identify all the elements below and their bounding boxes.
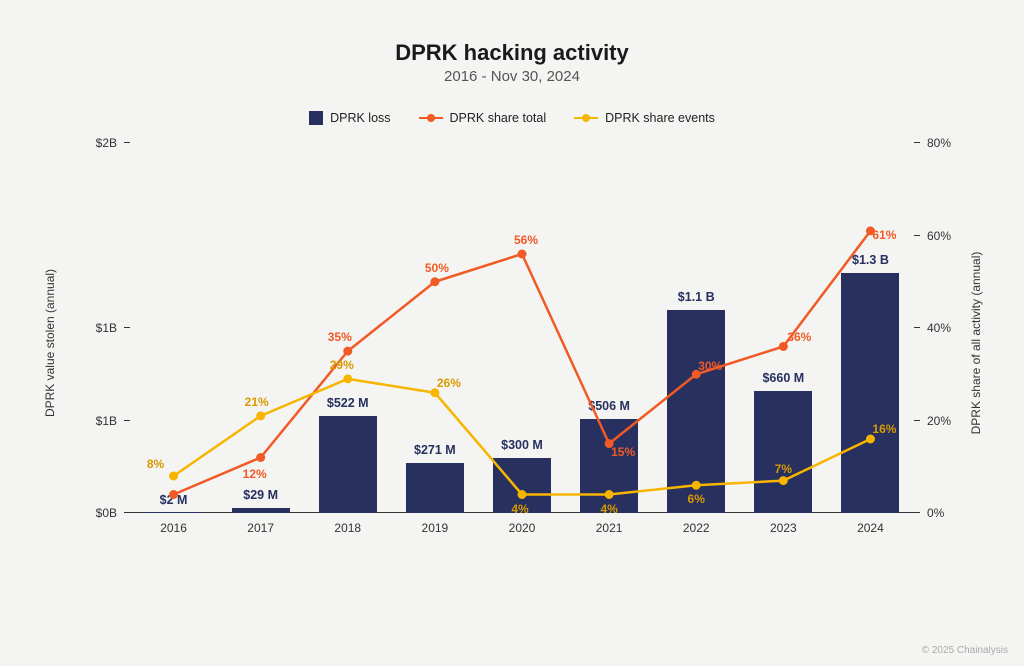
legend-item-share-total: DPRK share total [419, 111, 547, 125]
line-value-label: 16% [872, 422, 896, 436]
line-value-label: 21% [245, 395, 269, 409]
x-tick-label: 2020 [509, 521, 536, 535]
line-swatch-icon [574, 117, 598, 119]
y-axis-left-labels: $0B$1B$1B$2B [40, 143, 125, 513]
line-value-label: 36% [787, 330, 811, 344]
lines-layer [130, 143, 914, 513]
x-tick-label: 2022 [683, 521, 710, 535]
y-tick-label-right: 20% [927, 414, 951, 428]
line-value-label: 35% [328, 330, 352, 344]
line-value-label: 8% [147, 457, 164, 471]
chart-title: DPRK hacking activity [40, 40, 984, 66]
x-tick-label: 2017 [247, 521, 274, 535]
y-tick-label-right: 0% [927, 506, 944, 520]
legend: DPRK loss DPRK share total DPRK share ev… [40, 111, 984, 125]
x-tick-label: 2016 [160, 521, 187, 535]
footer-attribution: © 2025 Chainalysis [922, 645, 1008, 656]
y-tick-label-right: 80% [927, 136, 951, 150]
line-value-label: 6% [688, 492, 705, 506]
x-tick-label: 2019 [422, 521, 449, 535]
x-tick-label: 2023 [770, 521, 797, 535]
line-value-label: 15% [611, 445, 635, 459]
line-swatch-icon [419, 117, 443, 119]
chart-container: DPRK hacking activity 2016 - Nov 30, 202… [40, 40, 984, 626]
y-tick-label-left: $1B [96, 414, 117, 428]
line-value-label: 7% [775, 462, 792, 476]
y-tick-label-right: 60% [927, 229, 951, 243]
line-value-label: 12% [243, 467, 267, 481]
x-tick-label: 2021 [596, 521, 623, 535]
line-value-label: 30% [698, 359, 722, 373]
line-value-label: 4% [511, 502, 528, 516]
y-tick-label-right: 40% [927, 321, 951, 335]
legend-label: DPRK loss [330, 111, 390, 125]
legend-label: DPRK share total [450, 111, 547, 125]
x-tick-label: 2024 [857, 521, 884, 535]
legend-label: DPRK share events [605, 111, 715, 125]
x-tick-label: 2018 [334, 521, 361, 535]
plot-inner: $2 M$29 M$522 M$271 M$300 M$506 M$1.1 B$… [130, 143, 914, 513]
chart-subtitle: 2016 - Nov 30, 2024 [40, 68, 984, 85]
y-tick-label-left: $1B [96, 321, 117, 335]
line-value-label: 4% [600, 502, 617, 516]
line-value-label: 26% [437, 376, 461, 390]
line-value-label: 50% [425, 261, 449, 275]
y-tick-label-left: $0B [96, 506, 117, 520]
line-value-label: 61% [872, 228, 896, 242]
y-axis-right-labels: 0%20%40%60%80% [919, 143, 984, 513]
plot-area: DPRK value stolen (annual) DPRK share of… [40, 143, 984, 543]
bar-swatch-icon [309, 111, 323, 125]
legend-item-share-events: DPRK share events [574, 111, 715, 125]
line-value-label: 29% [330, 358, 354, 372]
legend-item-bar: DPRK loss [309, 111, 390, 125]
y-tick-label-left: $2B [96, 136, 117, 150]
line-value-label: 56% [514, 233, 538, 247]
